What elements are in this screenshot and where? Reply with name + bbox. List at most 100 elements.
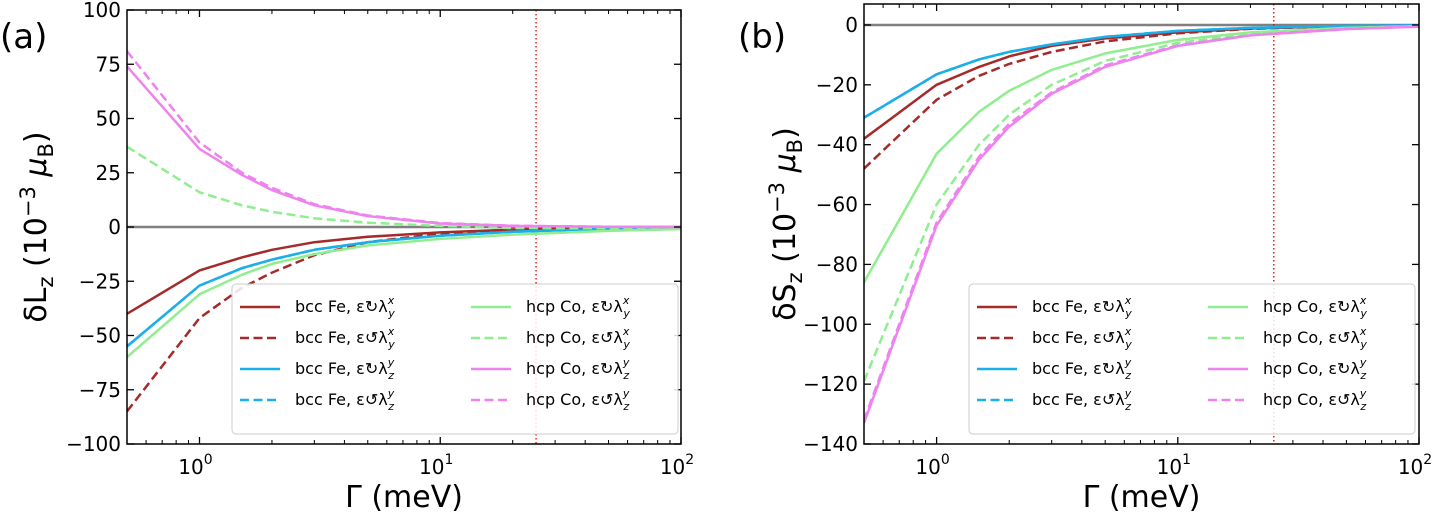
- legend-label: bcc Fe, ε↺λy z: [295, 387, 395, 413]
- legend-sup: x: [387, 325, 395, 338]
- xtick-exponent: 0: [941, 452, 950, 468]
- series-line-5: [864, 24, 1419, 284]
- y-axis-label: δSz (10−3 μB): [765, 127, 807, 321]
- ytick-label: −60: [816, 193, 858, 217]
- legend-text: hcp Co, ε↺λ: [1263, 328, 1360, 347]
- legend-label: bcc Fe, ε↻λy z: [295, 356, 395, 382]
- legend-sup: y: [1359, 387, 1367, 400]
- series-line-4: [864, 24, 1419, 119]
- legend-text: bcc Fe, ε↻λ: [295, 359, 388, 378]
- xtick-base: 10: [660, 455, 685, 479]
- legend-sub: z: [622, 400, 629, 413]
- ytick-label: −20: [816, 73, 858, 97]
- xtick-base: 10: [178, 455, 203, 479]
- xtick-exponent: 1: [445, 452, 454, 468]
- legend-label: hcp Co, ε↺λy z: [526, 387, 630, 413]
- legend-sup: y: [622, 356, 630, 369]
- legend-sub: y: [622, 307, 630, 320]
- legend-sup: x: [622, 294, 630, 307]
- legend-text: bcc Fe, ε↻λ: [1032, 359, 1125, 378]
- ylabel-unit: (10: [19, 217, 54, 276]
- xtick-exponent: 2: [685, 452, 694, 468]
- legend-text: bcc Fe, ε↺λ: [295, 390, 388, 409]
- legend-sub: y: [387, 307, 395, 320]
- ytick-label: 0: [108, 215, 121, 239]
- legend-text: hcp Co, ε↻λ: [1263, 297, 1360, 316]
- legend-sub: y: [387, 338, 395, 351]
- legend-sub: z: [1124, 369, 1131, 382]
- legend-label: bcc Fe, ε↺λx y: [1032, 325, 1132, 351]
- ytick-label: −25: [79, 269, 121, 293]
- ylabel-exp: −3: [16, 186, 40, 217]
- ytick-label: −40: [816, 133, 858, 157]
- legend-text: hcp Co, ε↻λ: [526, 359, 623, 378]
- legend-sup: x: [1124, 294, 1132, 307]
- legend-sub: z: [387, 369, 394, 382]
- legend-box: [968, 283, 1416, 435]
- ylabel-sub: z: [783, 272, 807, 283]
- legend-sup: y: [387, 356, 395, 369]
- legend-sup: y: [387, 387, 395, 400]
- ylabel-mu-sub: B: [783, 139, 807, 153]
- ylabel-exp: −3: [765, 182, 789, 213]
- ylabel-main: δS: [768, 283, 803, 320]
- ytick-label: −100: [66, 432, 121, 456]
- legend-sub: z: [622, 369, 629, 382]
- panel-label: (b): [738, 17, 786, 57]
- xtick-label: 102: [1398, 452, 1432, 479]
- ytick-label: −80: [816, 252, 858, 276]
- xtick-label: 101: [1157, 452, 1191, 479]
- x-axis-label: Γ (meV): [345, 480, 463, 515]
- axes-frame: [863, 3, 1420, 445]
- ytick-label: −120: [803, 372, 858, 396]
- xtick-label: 100: [915, 452, 949, 479]
- xtick-label: 100: [178, 452, 212, 479]
- legend-sup: x: [1359, 325, 1367, 338]
- legend-label: bcc Fe, ε↻λx y: [1032, 294, 1132, 320]
- legend-sub: y: [1124, 307, 1132, 320]
- legend-text: hcp Co, ε↺λ: [526, 390, 623, 409]
- ylabel-mu: μ: [19, 158, 54, 187]
- series-line-1: [864, 24, 1419, 140]
- legend-sup: x: [1359, 294, 1367, 307]
- series-line-6: [127, 145, 681, 230]
- y-axis-label: δLz (10−3 μB): [16, 131, 58, 322]
- legend-sub: z: [1124, 400, 1131, 413]
- legend-text: hcp Co, ε↻λ: [526, 297, 623, 316]
- legend-text: hcp Co, ε↺λ: [1263, 390, 1360, 409]
- legend-sup: y: [1124, 356, 1132, 369]
- ytick-label: −75: [79, 378, 121, 402]
- ylabel-sub: z: [34, 277, 58, 288]
- legend-sub: z: [1359, 400, 1366, 413]
- ytick-label: −100: [803, 312, 858, 336]
- legend-text: bcc Fe, ε↺λ: [1032, 390, 1125, 409]
- legend-sup: y: [1359, 356, 1367, 369]
- legend-text: hcp Co, ε↻λ: [1263, 359, 1360, 378]
- xtick-exponent: 2: [1423, 452, 1432, 468]
- x-axis-label: Γ (meV): [1083, 480, 1201, 515]
- ylabel-close: ): [768, 127, 803, 139]
- xtick-exponent: 1: [1182, 452, 1191, 468]
- legend-label: hcp Co, ε↺λy z: [1263, 387, 1367, 413]
- legend-sub: y: [1359, 338, 1367, 351]
- legend-label: bcc Fe, ε↻λy z: [1032, 356, 1132, 382]
- legend-sub: y: [622, 338, 630, 351]
- series-line-4: [127, 226, 681, 348]
- legend-box: [231, 283, 679, 435]
- series-line-7: [127, 65, 681, 229]
- legend-text: bcc Fe, ε↺λ: [295, 328, 388, 347]
- xtick-base: 10: [419, 455, 444, 479]
- ytick-label: 0: [845, 13, 858, 37]
- legend-label: hcp Co, ε↻λy z: [526, 356, 630, 382]
- legend-text: bcc Fe, ε↺λ: [1032, 328, 1125, 347]
- legend-label: bcc Fe, ε↺λx y: [295, 325, 395, 351]
- legend-label: hcp Co, ε↺λx y: [1263, 325, 1367, 351]
- legend-label: hcp Co, ε↻λx y: [526, 294, 630, 320]
- ylabel-main: δL: [19, 287, 54, 322]
- xtick-base: 10: [915, 455, 940, 479]
